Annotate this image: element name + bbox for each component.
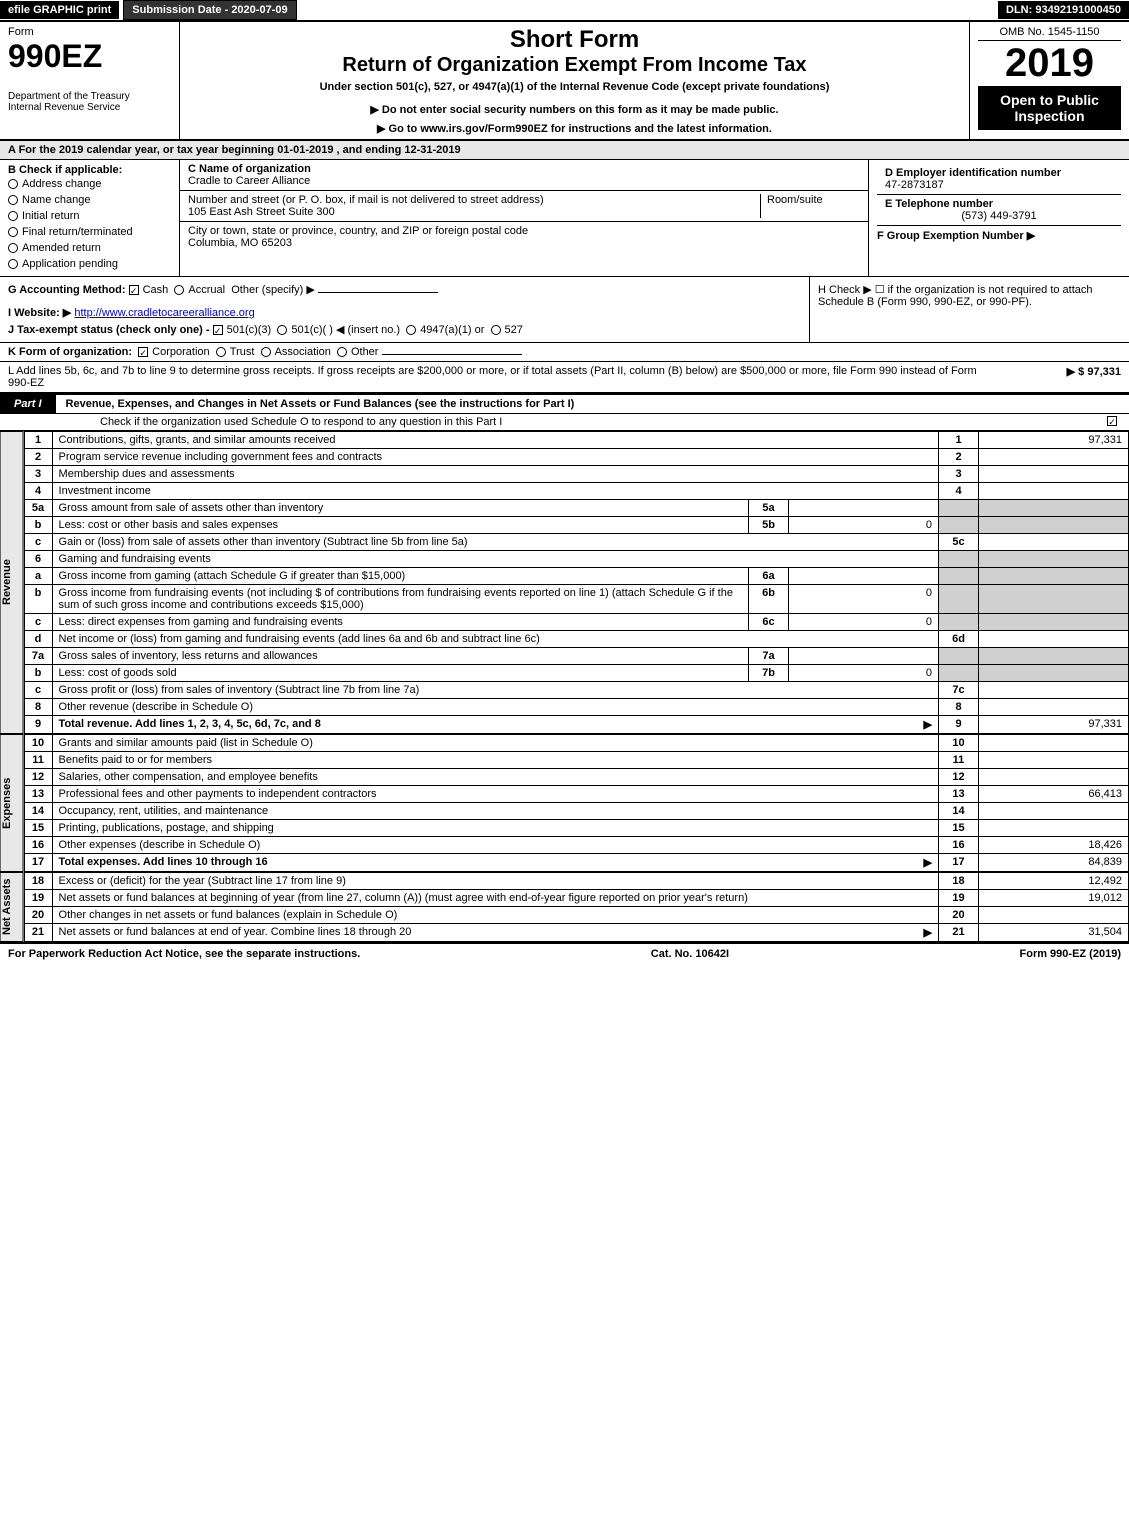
527-radio[interactable] xyxy=(491,325,501,335)
form-header: Form 990EZ Department of the Treasury In… xyxy=(0,22,1129,141)
phone-value: (573) 449-3791 xyxy=(885,210,1113,222)
room-suite-label: Room/suite xyxy=(760,194,860,218)
part1-header: Part I Revenue, Expenses, and Changes in… xyxy=(0,393,1129,414)
expenses-table: 10Grants and similar amounts paid (list … xyxy=(24,734,1129,872)
section-i: I Website: ▶ http://www.cradletocareeral… xyxy=(8,306,801,319)
corporation-label: Corporation xyxy=(152,346,209,358)
501c3-checkbox[interactable] xyxy=(213,325,223,335)
amended-return-label: Amended return xyxy=(22,242,101,254)
other-org-radio[interactable] xyxy=(337,347,347,357)
part1-badge: Part I xyxy=(0,395,56,413)
section-a: A For the 2019 calendar year, or tax yea… xyxy=(0,141,1129,160)
cash-checkbox[interactable] xyxy=(129,285,139,295)
trust-label: Trust xyxy=(230,346,255,358)
ein-value: 47-2873187 xyxy=(885,179,1113,191)
revenue-table: 1Contributions, gifts, grants, and simil… xyxy=(24,431,1129,734)
amended-return-radio[interactable] xyxy=(8,243,18,253)
527-label: 527 xyxy=(505,324,523,336)
website-link[interactable]: http://www.cradletocareeralliance.org xyxy=(74,307,254,319)
name-change-label: Name change xyxy=(22,194,91,206)
section-d-label: D Employer identification number xyxy=(885,167,1113,179)
under-section: Under section 501(c), 527, or 4947(a)(1)… xyxy=(188,81,961,93)
form-title: Short Form xyxy=(188,26,961,54)
city-value: Columbia, MO 65203 xyxy=(188,237,860,249)
cat-number: Cat. No. 10642I xyxy=(651,948,729,960)
form-label: Form xyxy=(8,26,171,38)
association-label: Association xyxy=(275,346,331,358)
netassets-table: 18Excess or (deficit) for the year (Subt… xyxy=(24,872,1129,942)
application-pending-label: Application pending xyxy=(22,258,118,270)
section-b-label: B Check if applicable: xyxy=(8,164,171,176)
netassets-side-label: Net Assets xyxy=(0,872,24,942)
initial-return-radio[interactable] xyxy=(8,211,18,221)
goto-link[interactable]: ▶ Go to www.irs.gov/Form990EZ for instru… xyxy=(188,122,961,135)
omb-number: OMB No. 1545-1150 xyxy=(978,26,1121,41)
dln: DLN: 93492191000450 xyxy=(998,1,1129,19)
final-return-label: Final return/terminated xyxy=(22,226,133,238)
org-name: Cradle to Career Alliance xyxy=(188,175,860,187)
street-label: Number and street (or P. O. box, if mail… xyxy=(188,194,760,206)
form-subtitle: Return of Organization Exempt From Incom… xyxy=(188,54,961,77)
gross-receipts: ▶ $ 97,331 xyxy=(1001,365,1121,389)
inspection-box: Open to Public Inspection xyxy=(978,86,1121,130)
info-grid: B Check if applicable: Address change Na… xyxy=(0,160,1129,277)
address-change-radio[interactable] xyxy=(8,179,18,189)
part1-checkline: Check if the organization used Schedule … xyxy=(0,414,1129,431)
section-k: K Form of organization: Corporation Trus… xyxy=(0,343,1129,362)
accrual-radio[interactable] xyxy=(174,285,184,295)
final-return-radio[interactable] xyxy=(8,227,18,237)
501c3-label: 501(c)(3) xyxy=(227,324,272,336)
form-number: 990EZ xyxy=(8,38,171,75)
efile-button[interactable]: efile GRAPHIC print xyxy=(0,1,119,19)
501c-radio[interactable] xyxy=(277,325,287,335)
expenses-side-label: Expenses xyxy=(0,734,24,872)
section-j: J Tax-exempt status (check only one) - 5… xyxy=(8,323,801,336)
initial-return-label: Initial return xyxy=(22,210,79,222)
other-method-label: Other (specify) ▶ xyxy=(231,284,315,296)
accrual-label: Accrual xyxy=(188,284,225,296)
street-value: 105 East Ash Street Suite 300 xyxy=(188,206,760,218)
ssn-warning: ▶ Do not enter social security numbers o… xyxy=(188,103,961,116)
irs-label: Internal Revenue Service xyxy=(8,102,171,113)
corporation-checkbox[interactable] xyxy=(138,347,148,357)
top-bar: efile GRAPHIC print Submission Date - 20… xyxy=(0,0,1129,22)
501c-label: 501(c)( ) ◀ (insert no.) xyxy=(291,324,400,336)
section-e-label: E Telephone number xyxy=(885,198,1113,210)
cash-label: Cash xyxy=(143,284,169,296)
trust-radio[interactable] xyxy=(216,347,226,357)
form-ref: Form 990-EZ (2019) xyxy=(1020,948,1121,960)
part1-title: Revenue, Expenses, and Changes in Net As… xyxy=(56,398,575,410)
tax-year: 2019 xyxy=(978,41,1121,86)
revenue-side-label: Revenue xyxy=(0,431,24,734)
dept-label: Department of the Treasury xyxy=(8,91,171,102)
section-g: G Accounting Method: Cash Accrual Other … xyxy=(8,283,801,296)
name-change-radio[interactable] xyxy=(8,195,18,205)
association-radio[interactable] xyxy=(261,347,271,357)
schedule-o-checkbox[interactable] xyxy=(1107,416,1117,426)
footer: For Paperwork Reduction Act Notice, see … xyxy=(0,942,1129,964)
paperwork-notice: For Paperwork Reduction Act Notice, see … xyxy=(8,948,360,960)
address-change-label: Address change xyxy=(22,178,102,190)
4947-radio[interactable] xyxy=(406,325,416,335)
4947-label: 4947(a)(1) or xyxy=(420,324,484,336)
section-f-label: F Group Exemption Number ▶ xyxy=(877,230,1035,242)
section-h: H Check ▶ ☐ if the organization is not r… xyxy=(809,277,1129,342)
city-label: City or town, state or province, country… xyxy=(188,225,860,237)
submission-date: Submission Date - 2020-07-09 xyxy=(123,0,296,20)
other-org-label: Other xyxy=(351,346,379,358)
application-pending-radio[interactable] xyxy=(8,259,18,269)
section-l: L Add lines 5b, 6c, and 7b to line 9 to … xyxy=(0,362,1129,393)
section-c-name-label: C Name of organization xyxy=(188,163,860,175)
